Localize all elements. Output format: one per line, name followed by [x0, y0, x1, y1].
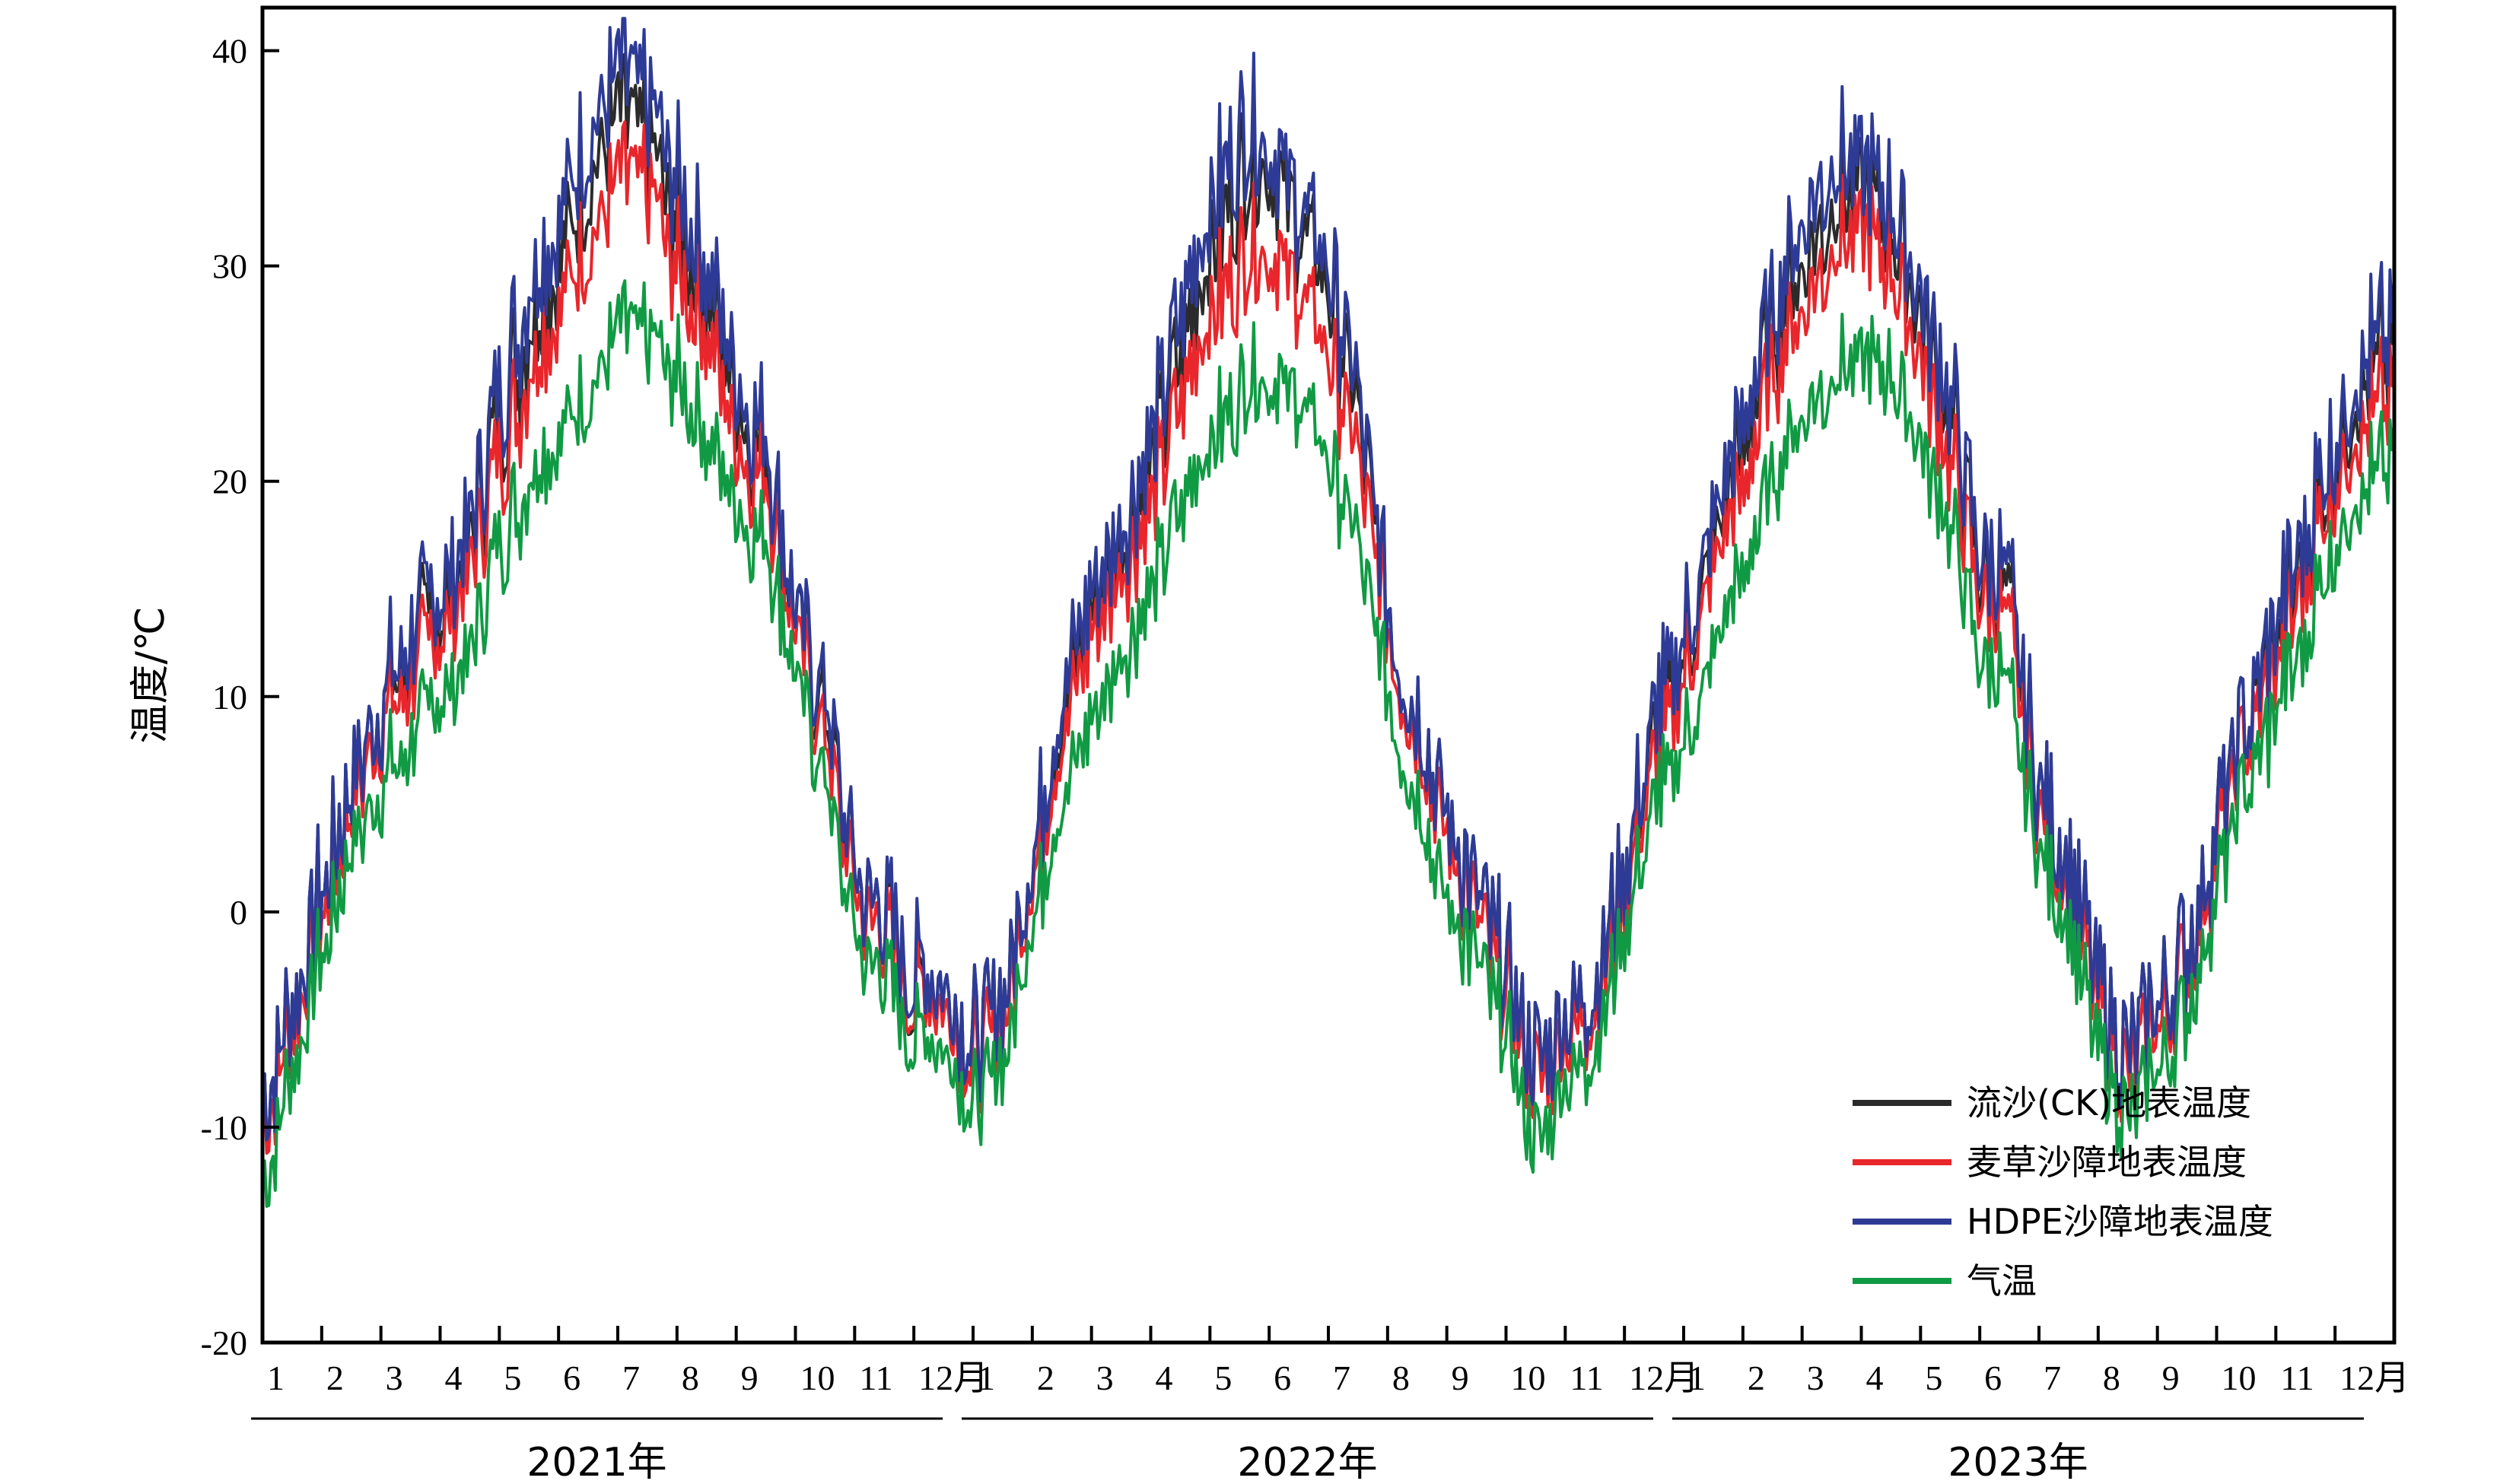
- x-tick-label: 3: [1096, 1358, 1114, 1397]
- y-tick-label: -10: [201, 1108, 247, 1147]
- x-tick-label: 5: [1214, 1358, 1232, 1397]
- x-tick-label: 3: [386, 1358, 403, 1397]
- x-tick-label: 6: [563, 1358, 580, 1397]
- x-tick-label: 8: [682, 1358, 699, 1397]
- x-tick-label: 1: [267, 1358, 285, 1397]
- x-unit-label: 月: [953, 1358, 988, 1397]
- x-tick-label: 12月: [2339, 1358, 2409, 1397]
- year-label: 2022年: [1237, 1440, 1377, 1484]
- x-tick-label: 9: [741, 1358, 759, 1397]
- x-tick-label: 11: [859, 1358, 892, 1397]
- x-tick-label: 2: [326, 1358, 344, 1397]
- legend-label: 流沙(CK)地表温度: [1967, 1082, 2251, 1123]
- y-tick-label: -20: [201, 1324, 247, 1362]
- y-axis: -20 -10 0 10 20 30 40: [201, 32, 279, 1362]
- x-tick-label: 12月: [918, 1358, 988, 1397]
- x-tick-label: 11: [2280, 1358, 2314, 1397]
- x-tick-label: 2: [1037, 1358, 1054, 1397]
- x-tick-label: 8: [2103, 1358, 2120, 1397]
- year-label: 2023年: [1948, 1440, 2088, 1484]
- series-group: [261, 17, 2396, 1208]
- x-tick-label: 7: [622, 1358, 640, 1397]
- x-tick-label: 6: [1274, 1358, 1291, 1397]
- y-tick-label: 40: [212, 32, 247, 71]
- x-tick-label: 7: [1333, 1358, 1350, 1397]
- x-tick-label: 5: [504, 1358, 521, 1397]
- x-tick-label: 11: [1570, 1358, 1603, 1397]
- x-tick-label: 7: [2044, 1358, 2061, 1397]
- y-tick-label: 10: [212, 678, 247, 717]
- x-tick-label: 12月: [1629, 1358, 1699, 1397]
- y-tick-label: 0: [230, 893, 247, 932]
- x-tick-label: 10: [2222, 1358, 2257, 1397]
- series-line-3: [261, 17, 2396, 1142]
- year-label: 2021年: [526, 1440, 666, 1484]
- y-tick-label: 30: [212, 247, 247, 286]
- x-tick-label: 6: [1984, 1358, 2002, 1397]
- x-tick-label: 4: [1866, 1358, 1884, 1397]
- x-unit-label: 月: [2374, 1358, 2409, 1397]
- x-tick-label: 5: [1925, 1358, 1942, 1397]
- x-unit-label: 月: [1664, 1358, 1699, 1397]
- x-tick-label: 2: [1748, 1358, 1765, 1397]
- y-axis-title: 温度/℃: [128, 607, 173, 744]
- x-tick-label: 4: [445, 1358, 463, 1397]
- legend-label: 麦草沙障地表温度: [1967, 1142, 2247, 1183]
- x-tick-label: 10: [1511, 1358, 1546, 1397]
- x-tick-label: 10: [800, 1358, 835, 1397]
- x-tick-label: 9: [2162, 1358, 2180, 1397]
- legend-label: HDPE沙障地表温度: [1967, 1201, 2273, 1242]
- y-tick-label: 20: [212, 462, 247, 501]
- x-tick-label: 1: [978, 1358, 995, 1397]
- legend-label: 气温: [1967, 1260, 2037, 1301]
- x-tick-label: 8: [1392, 1358, 1410, 1397]
- x-tick-label: 3: [1807, 1358, 1824, 1397]
- x-tick-label: 9: [1452, 1358, 1469, 1397]
- x-tick-label: 4: [1156, 1358, 1173, 1397]
- series-line-4: [261, 279, 2396, 1208]
- x-tick-label: 1: [1688, 1358, 1706, 1397]
